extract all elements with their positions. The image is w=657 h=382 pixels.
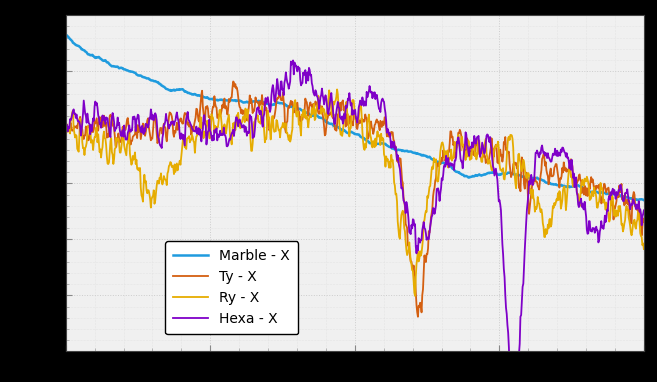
Marble - X (430, 158, 438, 162)
Legend: Marble - X, Ty - X, Ry - X, Hexa - X: Marble - X, Ty - X, Ry - X, Hexa - X (165, 241, 298, 334)
Ry - X (63, 129, 71, 134)
Line: Hexa - X: Hexa - X (67, 60, 644, 379)
Marble - X (63, 34, 71, 38)
Ty - X (415, 303, 422, 308)
Ty - X (229, 79, 237, 84)
Ry - X (561, 193, 569, 197)
Marble - X (413, 151, 421, 155)
Ty - X (502, 148, 510, 152)
Hexa - X (507, 377, 514, 382)
Line: Ty - X: Ty - X (67, 81, 644, 317)
Ry - X (502, 168, 510, 173)
Ry - X (411, 294, 419, 298)
Ry - X (432, 157, 440, 162)
Marble - X (398, 149, 406, 153)
Marble - X (640, 198, 648, 202)
Hexa - X (414, 248, 422, 253)
Ry - X (99, 145, 106, 149)
Hexa - X (399, 188, 407, 193)
Hexa - X (431, 208, 439, 212)
Line: Ry - X: Ry - X (67, 89, 644, 296)
Marble - X (560, 184, 568, 188)
Ty - X (99, 125, 106, 129)
Ty - X (640, 219, 648, 224)
Ty - X (399, 181, 407, 185)
Marble - X (99, 58, 106, 63)
Ty - X (63, 122, 71, 127)
Ty - X (414, 314, 422, 319)
Hexa - X (63, 123, 71, 128)
Ry - X (415, 259, 422, 264)
Ty - X (561, 168, 569, 173)
Hexa - X (501, 292, 509, 297)
Hexa - X (640, 208, 648, 213)
Ry - X (399, 209, 407, 213)
Marble - X (501, 172, 509, 176)
Hexa - X (99, 113, 106, 118)
Ry - X (333, 87, 341, 92)
Ry - X (640, 247, 648, 251)
Hexa - X (561, 151, 569, 155)
Hexa - X (289, 58, 297, 63)
Ty - X (432, 176, 440, 180)
Line: Marble - X: Marble - X (67, 36, 644, 200)
